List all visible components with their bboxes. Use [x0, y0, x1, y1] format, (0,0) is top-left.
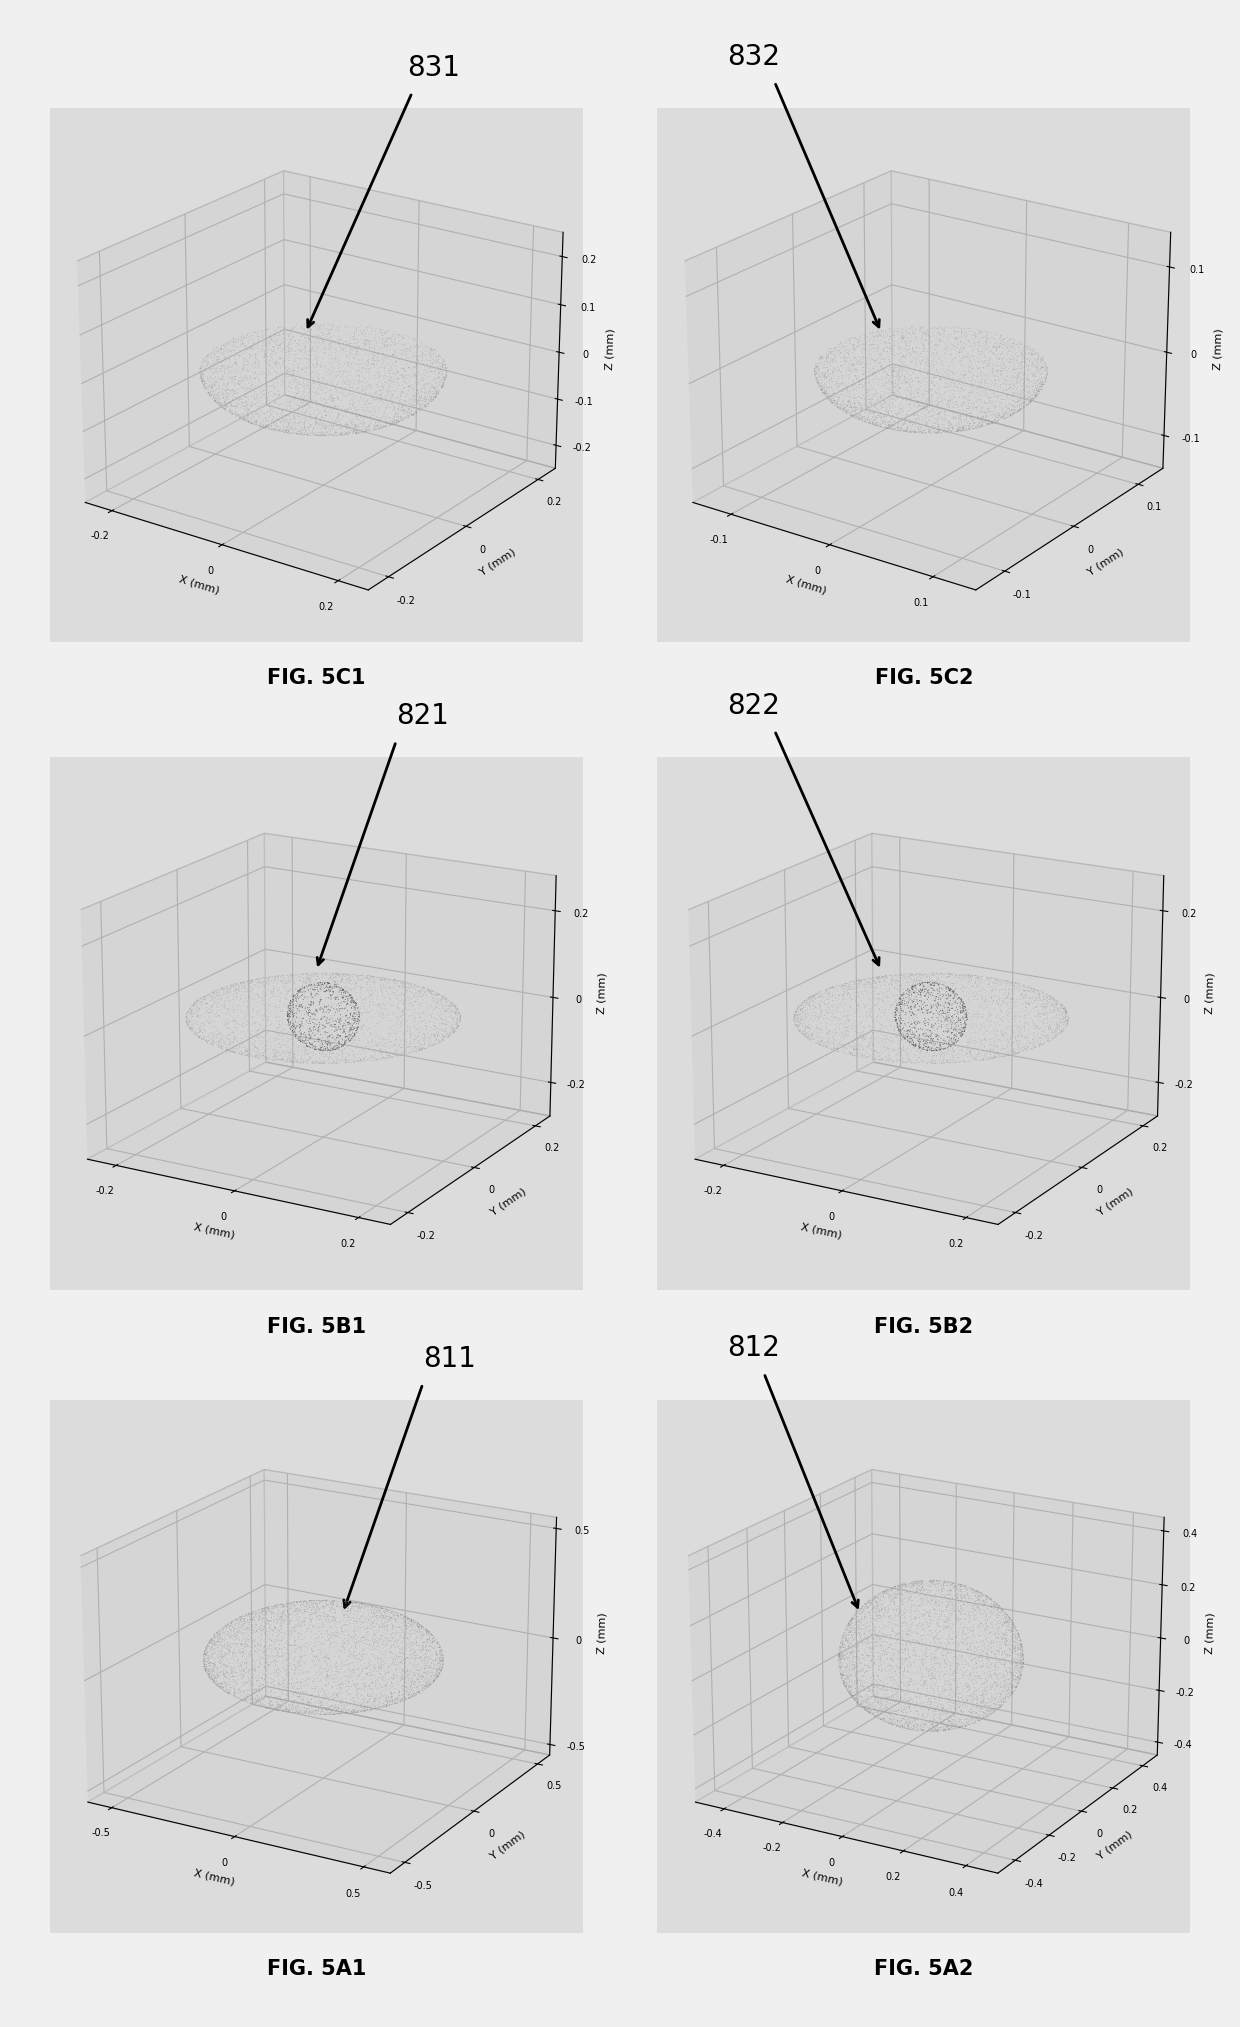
Text: FIG. 5A2: FIG. 5A2 [874, 1960, 973, 1980]
Text: 811: 811 [423, 1346, 476, 1372]
Y-axis label: Y (mm): Y (mm) [479, 547, 518, 578]
X-axis label: X (mm): X (mm) [193, 1867, 236, 1887]
Text: FIG. 5A1: FIG. 5A1 [267, 1960, 366, 1980]
Text: FIG. 5C2: FIG. 5C2 [874, 669, 973, 689]
X-axis label: X (mm): X (mm) [801, 1867, 843, 1887]
Text: 832: 832 [727, 43, 780, 71]
X-axis label: X (mm): X (mm) [785, 574, 828, 596]
Text: 822: 822 [727, 691, 780, 720]
Text: FIG. 5B1: FIG. 5B1 [267, 1318, 366, 1338]
Y-axis label: Y (mm): Y (mm) [1096, 1828, 1135, 1861]
Y-axis label: Y (mm): Y (mm) [489, 1828, 527, 1861]
Y-axis label: Y (mm): Y (mm) [1086, 547, 1126, 578]
Text: FIG. 5B2: FIG. 5B2 [874, 1318, 973, 1338]
Y-axis label: Y (mm): Y (mm) [489, 1186, 527, 1216]
Text: 821: 821 [397, 703, 449, 730]
Text: 831: 831 [407, 55, 460, 81]
X-axis label: X (mm): X (mm) [800, 1222, 843, 1241]
Y-axis label: Y (mm): Y (mm) [1096, 1186, 1135, 1216]
Text: 812: 812 [727, 1334, 780, 1362]
Text: FIG. 5C1: FIG. 5C1 [267, 669, 366, 689]
X-axis label: X (mm): X (mm) [192, 1222, 236, 1241]
X-axis label: X (mm): X (mm) [177, 574, 221, 596]
